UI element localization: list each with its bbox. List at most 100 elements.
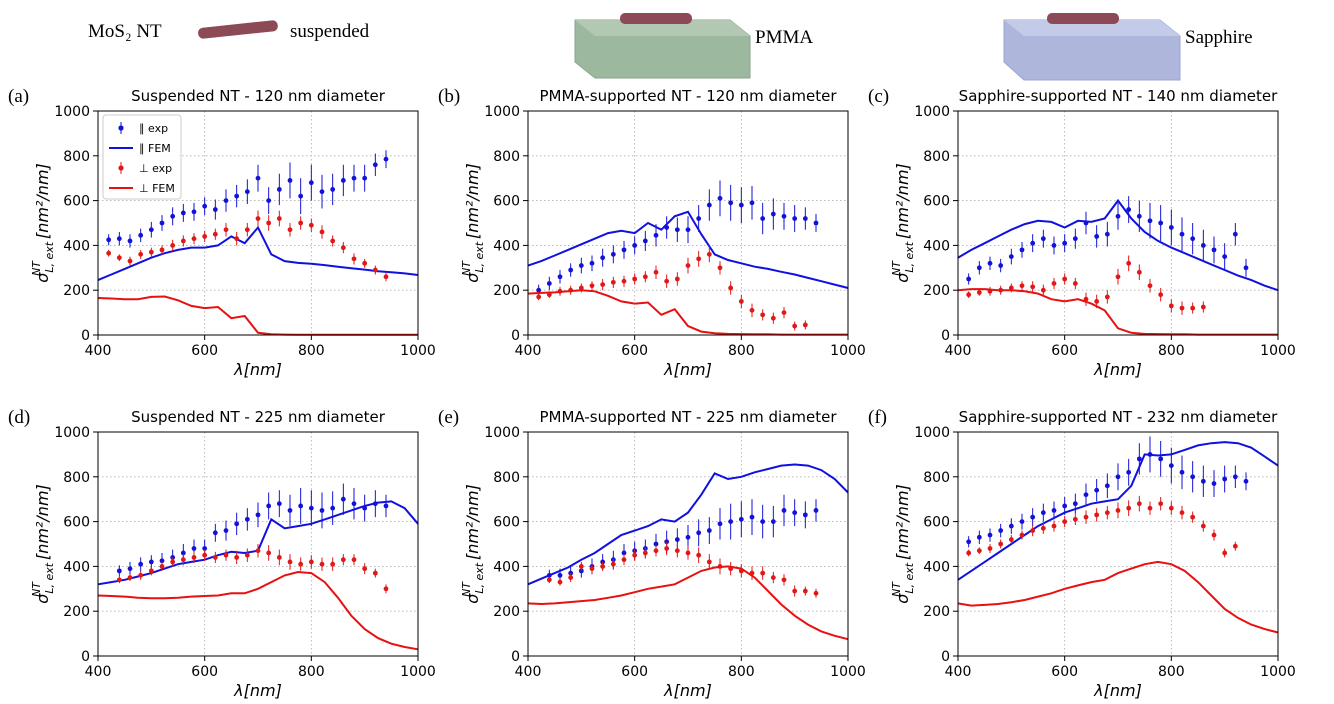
data-point	[642, 238, 648, 244]
data-point	[212, 530, 218, 536]
data-point	[1200, 478, 1206, 484]
data-point	[1200, 304, 1206, 310]
y-unit: [nm²/nm]	[893, 163, 912, 239]
y-superscript: NT	[460, 260, 473, 276]
panel-title: Sapphire-supported NT - 140 nm diameter	[959, 87, 1278, 105]
plot-area	[957, 436, 1279, 634]
data-point	[802, 588, 808, 594]
data-point	[148, 568, 154, 574]
axes-frame	[97, 431, 419, 657]
panel-label: (f)	[868, 407, 887, 428]
data-point	[362, 260, 368, 266]
data-point	[557, 579, 563, 585]
x-tick-label: 1000	[1260, 343, 1296, 359]
y-tick-label: 600	[493, 194, 520, 210]
data-point	[1072, 281, 1078, 286]
data-point	[223, 552, 229, 558]
data-point	[244, 189, 250, 195]
data-point	[362, 566, 368, 572]
x-axis-title: λ[nm]	[233, 681, 282, 700]
data-point	[976, 534, 982, 540]
data-point	[170, 243, 176, 248]
data-point	[1051, 281, 1057, 286]
data-point	[1243, 478, 1249, 484]
y-symbol: σ	[33, 593, 52, 604]
data-point	[760, 312, 766, 318]
y-tick-label: 0	[941, 649, 950, 665]
data-point	[749, 307, 755, 313]
y-tick-label: 200	[63, 283, 90, 299]
nanotube-icon	[198, 20, 278, 39]
x-tick-label: 800	[728, 664, 755, 680]
data-point	[340, 178, 346, 183]
data-point	[706, 202, 712, 208]
data-point	[106, 237, 112, 243]
x-axis-title: λ[nm]	[663, 681, 712, 700]
data-point	[781, 310, 787, 315]
data-point	[319, 229, 325, 235]
data-point	[813, 590, 819, 596]
y-tick-label: 400	[63, 238, 90, 254]
data-point	[1222, 254, 1228, 259]
panel: (a) Suspended NT - 120 nm diameter 0 200 400…	[8, 86, 436, 379]
panel-title: PMMA-supported NT - 120 nm diameter	[540, 87, 838, 105]
data-point	[589, 260, 595, 266]
data-point	[1168, 225, 1174, 230]
data-point	[1051, 508, 1057, 513]
y-tick-label: 0	[511, 649, 520, 665]
data-point	[781, 213, 787, 219]
data-point	[557, 572, 563, 578]
y-tick-label: 800	[63, 149, 90, 165]
data-point	[1190, 236, 1196, 242]
axes-frame	[957, 431, 1279, 657]
data-point	[383, 503, 389, 509]
data-point	[792, 588, 798, 594]
data-point	[148, 227, 154, 233]
data-point	[180, 238, 186, 244]
fem-line	[527, 289, 848, 336]
data-point	[674, 227, 680, 233]
data-point	[1126, 505, 1132, 511]
data-point	[244, 227, 250, 233]
plot-area	[957, 196, 1279, 336]
x-tick-label: 1000	[1260, 664, 1296, 680]
data-point	[340, 496, 346, 502]
data-point	[1147, 283, 1153, 289]
data-point	[1030, 240, 1036, 246]
data-point	[792, 510, 798, 516]
data-point	[266, 198, 272, 204]
data-point	[1062, 519, 1068, 524]
data-point	[1136, 456, 1142, 462]
data-point	[749, 514, 755, 520]
data-point	[987, 260, 993, 266]
data-point	[116, 255, 122, 261]
data-point	[1030, 284, 1036, 290]
data-point	[1083, 296, 1089, 302]
data-point	[1232, 474, 1238, 480]
data-point	[1222, 550, 1228, 556]
data-point	[276, 216, 282, 221]
data-point	[1158, 220, 1164, 226]
data-point	[976, 548, 982, 554]
data-point	[138, 572, 144, 578]
y-tick-label: 0	[511, 328, 520, 344]
data-point	[792, 323, 798, 329]
data-point	[987, 546, 993, 551]
y-tick-label: 400	[923, 559, 950, 575]
y-unit: [nm²/nm]	[463, 163, 482, 239]
data-point	[1147, 505, 1153, 511]
y-unit: [nm²/nm]	[893, 484, 912, 560]
legend-label: ∥ FEM	[139, 142, 171, 155]
data-point	[578, 564, 584, 569]
data-point	[1211, 247, 1217, 253]
data-point	[674, 537, 680, 542]
data-point	[1179, 510, 1185, 516]
data-point	[642, 274, 648, 280]
data-point	[632, 243, 638, 248]
data-point	[1126, 260, 1132, 266]
data-point	[738, 516, 744, 522]
y-symbol: σ	[893, 593, 912, 604]
data-point	[536, 287, 542, 293]
data-point	[159, 558, 165, 564]
